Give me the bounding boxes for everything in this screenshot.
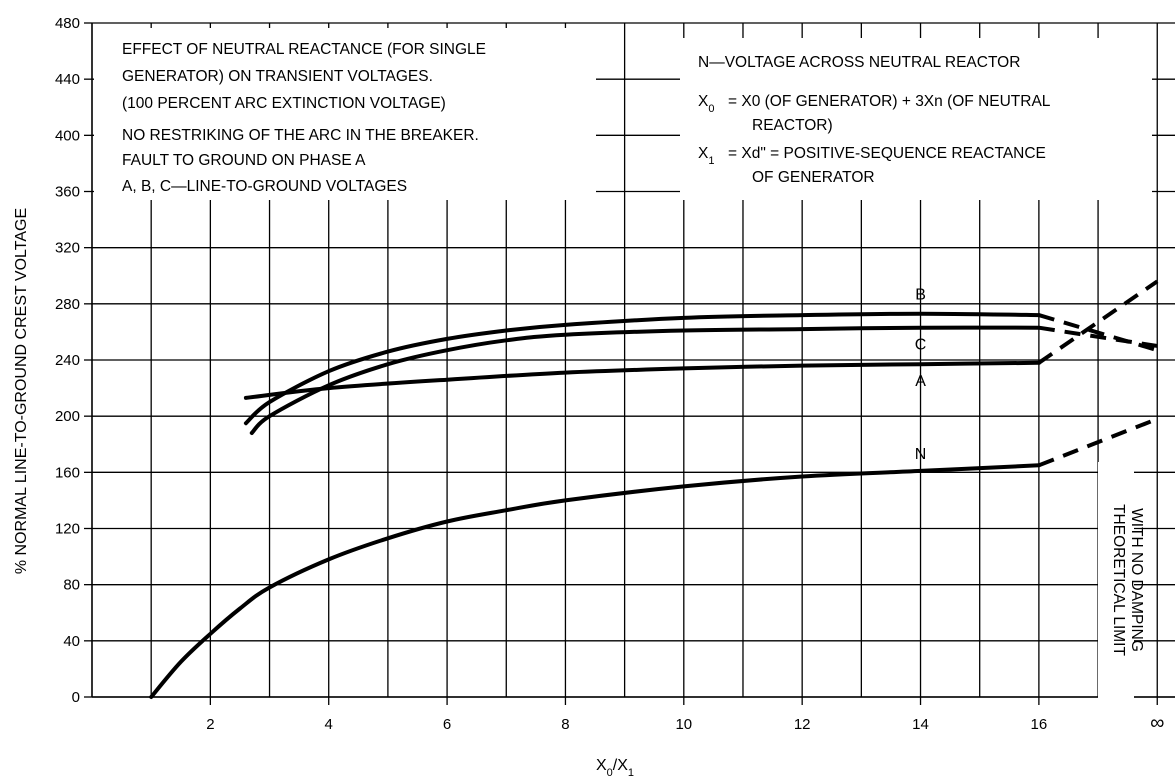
x-tick-label: 6 — [443, 716, 451, 733]
y-tick-label: 120 — [55, 521, 80, 538]
y-tick-label: 80 — [63, 577, 80, 594]
y-tick-label: 320 — [55, 240, 80, 257]
x0-definition-cont: REACTOR) — [752, 117, 833, 134]
series-extension-C — [1038, 325, 1158, 348]
note-line-3: (100 PERCENT ARC EXTINCTION VOLTAGE) — [122, 95, 446, 112]
series-line-B — [243, 311, 1041, 426]
x1-definition: = Xd" = POSITIVE-SEQUENCE REACTANCE — [728, 145, 1046, 162]
series-label-N: N — [915, 446, 927, 463]
x1-definition-cont: OF GENERATOR — [752, 169, 875, 186]
right-note-box — [680, 38, 1152, 200]
y-tick-label: 280 — [55, 296, 80, 313]
series-extension-N — [1038, 417, 1158, 468]
y-tick-label: 240 — [55, 352, 80, 369]
y-tick-label: 400 — [55, 127, 80, 144]
left-note-box — [94, 28, 596, 200]
y-tick-label: 440 — [55, 71, 80, 88]
series-extension-B — [1038, 313, 1158, 353]
series-label-A: A — [915, 373, 926, 390]
y-tick-label: 160 — [55, 464, 80, 481]
note-line-2: GENERATOR) ON TRANSIENT VOLTAGES. — [122, 68, 433, 85]
y-tick-label: 200 — [55, 408, 80, 425]
x-tick-label: 10 — [675, 716, 692, 733]
y-tick-label: 360 — [55, 184, 80, 201]
note-line-4: NO RESTRIKING OF THE ARC IN THE BREAKER. — [122, 127, 479, 144]
x-tick-labels: 2 4 6 8 10 12 14 16 ∞ — [206, 712, 1164, 734]
series-extension-A — [1037, 279, 1159, 365]
y-tick-label: 40 — [63, 633, 80, 650]
left-note-text: EFFECT OF NEUTRAL REACTANCE (FOR SINGLE … — [122, 41, 486, 195]
x-tick-label: 2 — [206, 716, 214, 733]
x-tick-label: 8 — [561, 716, 569, 733]
limit-note-line-1: THEORETICAL LIMIT — [1110, 504, 1127, 656]
series-label-C: C — [915, 337, 927, 354]
x0-definition: = X0 (OF GENERATOR) + 3Xn (OF NEUTRAL — [728, 93, 1051, 110]
note-line-5: FAULT TO GROUND ON PHASE A — [122, 152, 366, 169]
note-line-6: A, B, C—LINE-TO-GROUND VOLTAGES — [122, 178, 407, 195]
x-axis-label: X0/X1 — [596, 757, 634, 779]
y-tick-label: 480 — [55, 15, 80, 32]
series-label-B: B — [915, 287, 926, 304]
x-tick-label: 14 — [912, 716, 929, 733]
x-tick-label: 4 — [325, 716, 333, 733]
limit-note-line-2: WITH NO DAMPING — [1128, 508, 1145, 652]
note-line-1: EFFECT OF NEUTRAL REACTANCE (FOR SINGLE — [122, 41, 486, 58]
x-tick-label: ∞ — [1150, 712, 1164, 734]
series-line-A — [243, 360, 1041, 400]
axes — [84, 22, 1175, 705]
x-tick-label: 16 — [1031, 716, 1048, 733]
x-tick-label: 12 — [794, 716, 811, 733]
limit-note-box — [1098, 462, 1134, 698]
series-line-N — [149, 463, 1041, 699]
y-axis-label: % NORMAL LINE-TO-GROUND CREST VOLTAGE — [13, 208, 30, 574]
y-tick-label: 0 — [72, 689, 80, 706]
y-tick-labels: 0 40 80 120 160 200 240 280 320 360 400 440 480 — [55, 15, 80, 706]
series-lines: B C A N — [149, 279, 1159, 699]
legend-n-line: N—VOLTAGE ACROSS NEUTRAL REACTOR — [698, 54, 1020, 71]
